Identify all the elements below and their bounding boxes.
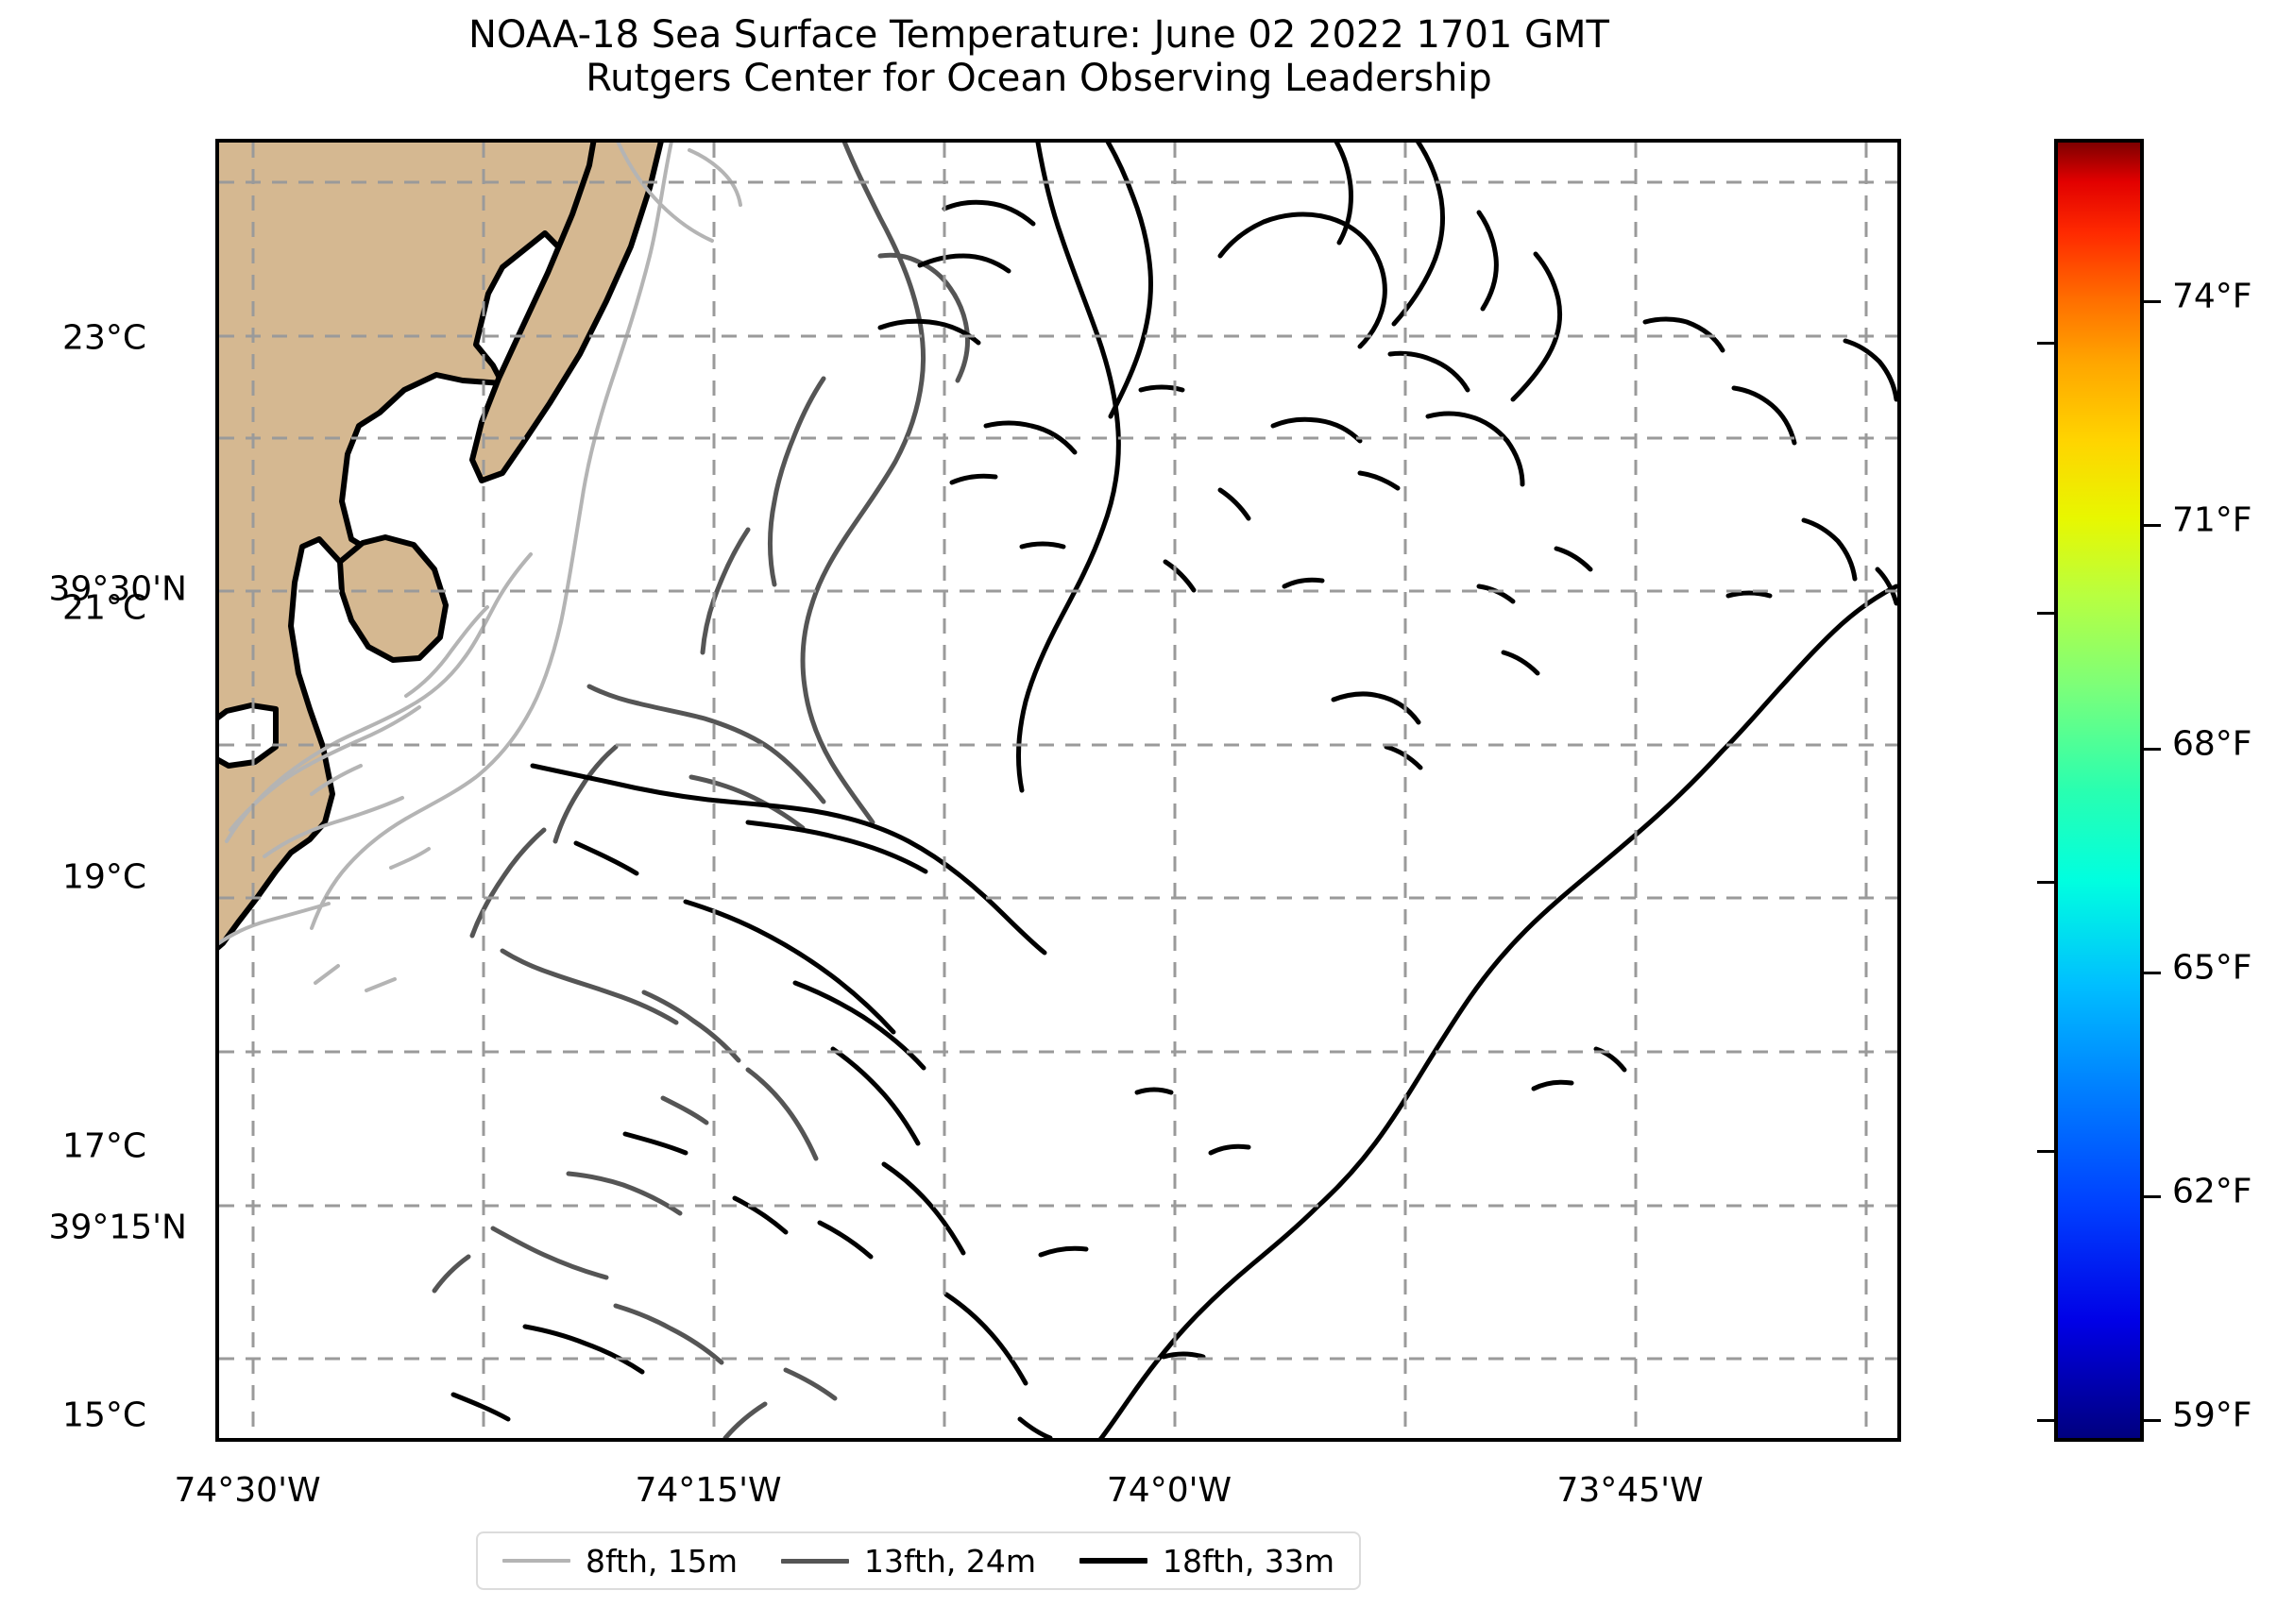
ytick-minor [215, 336, 219, 338]
xtick-label-4: 73°45'W [1556, 1471, 1704, 1510]
land-polygons [219, 143, 664, 951]
cbar-tick-celsius [2037, 1419, 2058, 1422]
ytick-minor [215, 898, 219, 900]
title-line-1: NOAA-18 Sea Surface Temperature: June 02… [467, 13, 1609, 57]
cbar-label-19c: 19°C [62, 857, 146, 897]
cbar-label-23c: 23°C [62, 318, 146, 358]
bathymetry-contour-18fth [450, 143, 1897, 1438]
cbar-label-71f: 71°F [2172, 500, 2252, 540]
ytick-minor [215, 1052, 219, 1054]
xtick-label-2: 74°15'W [635, 1471, 782, 1510]
map-canvas [219, 143, 1897, 1438]
legend-item-18fth[interactable]: 18fth, 33m [1079, 1543, 1334, 1580]
xtick-minor [482, 1438, 484, 1442]
legend-item-8fth[interactable]: 8fth, 15m [502, 1543, 738, 1580]
legend-label-8fth: 8fth, 15m [586, 1542, 739, 1580]
cbar-tick-fahrenheit [2140, 972, 2161, 974]
legend-label-18fth: 18fth, 33m [1163, 1542, 1335, 1580]
cbar-label-62f: 62°F [2172, 1172, 2252, 1211]
xtick-label-3: 74°0'W [1106, 1471, 1232, 1510]
legend-swatch-13fth [781, 1558, 850, 1564]
cbar-label-59f: 59°F [2172, 1396, 2252, 1435]
cbar-tick-fahrenheit [2140, 300, 2161, 303]
xtick-major [251, 1438, 254, 1442]
xtick-major [1634, 1438, 1637, 1442]
cbar-tick-celsius [2037, 1150, 2058, 1153]
ytick-minor [215, 745, 219, 747]
map-graphics [219, 143, 1897, 1438]
land-notch-inlet [219, 702, 279, 769]
cbar-tick-fahrenheit [2140, 748, 2161, 751]
legend-label-13fth: 13fth, 24m [864, 1542, 1037, 1580]
legend-swatch-8fth [502, 1559, 570, 1563]
cbar-tick-fahrenheit [2140, 1195, 2161, 1198]
cbar-tick-celsius [2037, 612, 2058, 615]
bathymetry-contour-8fth [219, 143, 742, 992]
ytick-label-2: 39°15'N [48, 1208, 187, 1247]
cbar-label-21c: 21°C [62, 588, 146, 628]
land-barrier-island-south [337, 534, 449, 663]
cbar-label-17c: 17°C [62, 1126, 146, 1166]
colorbar[interactable] [2037, 139, 2161, 1442]
map-gridlines [219, 143, 1897, 1438]
cbar-label-15c: 15°C [62, 1396, 146, 1435]
ytick-minor [215, 182, 219, 184]
cbar-label-65f: 65°F [2172, 948, 2252, 988]
chart-title: NOAA-18 Sea Surface Temperature: June 02… [0, 13, 2078, 100]
cbar-tick-celsius [2037, 881, 2058, 884]
legend-item-13fth[interactable]: 13fth, 24m [781, 1543, 1036, 1580]
xtick-minor [943, 1438, 944, 1442]
legend-swatch-18fth [1079, 1558, 1148, 1564]
cbar-label-68f: 68°F [2172, 724, 2252, 764]
ocean-fill [219, 143, 1897, 1438]
ytick-minor [215, 438, 219, 440]
xtick-major [712, 1438, 715, 1442]
map-plot-area[interactable] [215, 139, 1901, 1442]
ytick-major [215, 591, 219, 594]
bathymetry-legend: 8fth, 15m 13fth, 24m 18fth, 33m [476, 1531, 1362, 1590]
ytick-minor [215, 1359, 219, 1361]
xtick-minor [1403, 1438, 1405, 1442]
cbar-tick-fahrenheit [2140, 524, 2161, 527]
cbar-label-74f: 74°F [2172, 277, 2252, 316]
cbar-tick-fahrenheit [2140, 1419, 2161, 1422]
ytick-major [215, 1229, 219, 1232]
xtick-major [1173, 1438, 1176, 1442]
xtick-minor [1864, 1438, 1866, 1442]
land-peninsula-spit [469, 143, 664, 483]
title-line-2: Rutgers Center for Ocean Observing Leade… [586, 57, 1492, 100]
xtick-label-1: 74°30'W [174, 1471, 321, 1510]
cbar-tick-celsius [2037, 342, 2058, 345]
ytick-label-1: 39°30'N [48, 569, 187, 609]
bathymetry-contour-13fth [432, 143, 970, 1438]
